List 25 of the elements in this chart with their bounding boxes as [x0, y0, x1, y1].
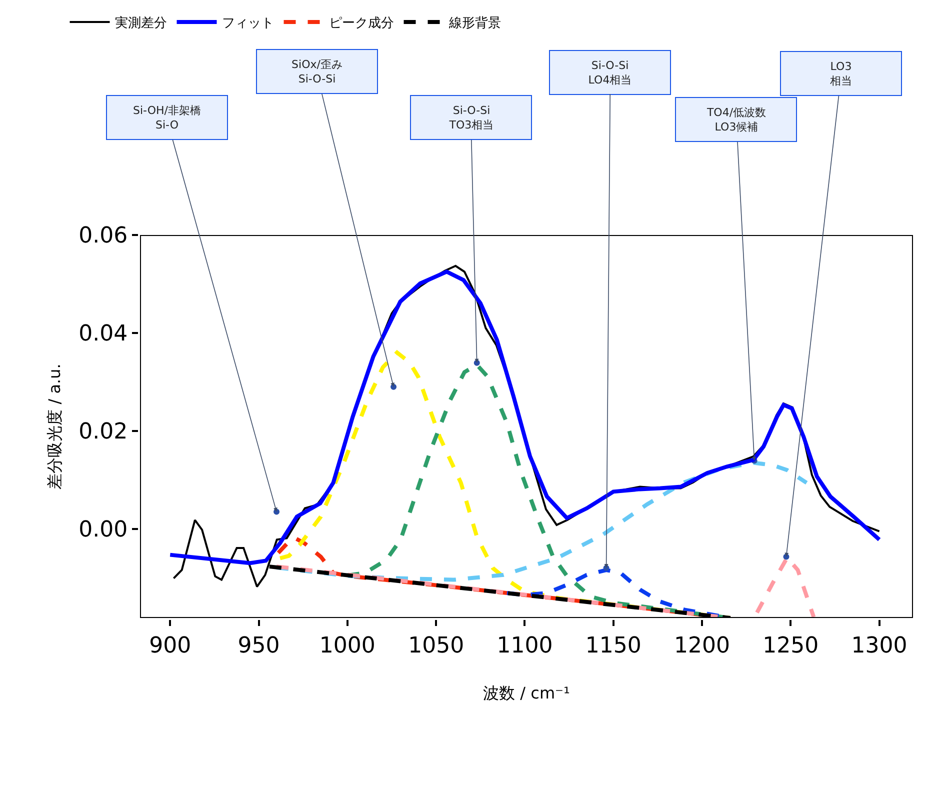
- x-tick-label: 1200: [674, 633, 730, 658]
- y-axis-title: 差分吸光度 / a.u.: [45, 364, 64, 490]
- y-tick-label: 0.06: [78, 224, 128, 249]
- annotation: TO4/低波数 LO3候補: [706, 106, 766, 134]
- x-tick-label: 1150: [585, 633, 642, 658]
- legend-label: ピーク成分: [328, 16, 394, 32]
- x-tick-label: 1300: [851, 633, 908, 658]
- annotation: LO3 相当: [830, 60, 852, 88]
- x-tick-label: 1100: [496, 633, 553, 658]
- y-tick-label: 0.00: [78, 518, 128, 543]
- annotation: SiOx/歪み Si-O-Si: [292, 58, 342, 86]
- x-tick-label: 900: [149, 633, 192, 658]
- legend-label: 実測差分: [114, 15, 167, 32]
- annotation: Si-O-Si TO3相当: [448, 104, 494, 132]
- annotation: Si-O-Si LO4相当: [588, 59, 632, 86]
- legend-label: フィット: [222, 16, 274, 32]
- x-tick-label: 1050: [408, 633, 464, 658]
- y-tick-label: 0.04: [78, 322, 128, 347]
- annotation: Si-OH/非架橋 Si-O: [133, 104, 201, 132]
- y-tick-label: 0.02: [78, 420, 128, 445]
- x-axis-title: 波数 / cm⁻¹: [483, 684, 570, 703]
- legend-label: 線形背景: [448, 16, 501, 32]
- x-tick-label: 1250: [762, 633, 819, 658]
- x-tick-label: 950: [238, 633, 280, 658]
- x-tick-label: 1000: [319, 633, 376, 658]
